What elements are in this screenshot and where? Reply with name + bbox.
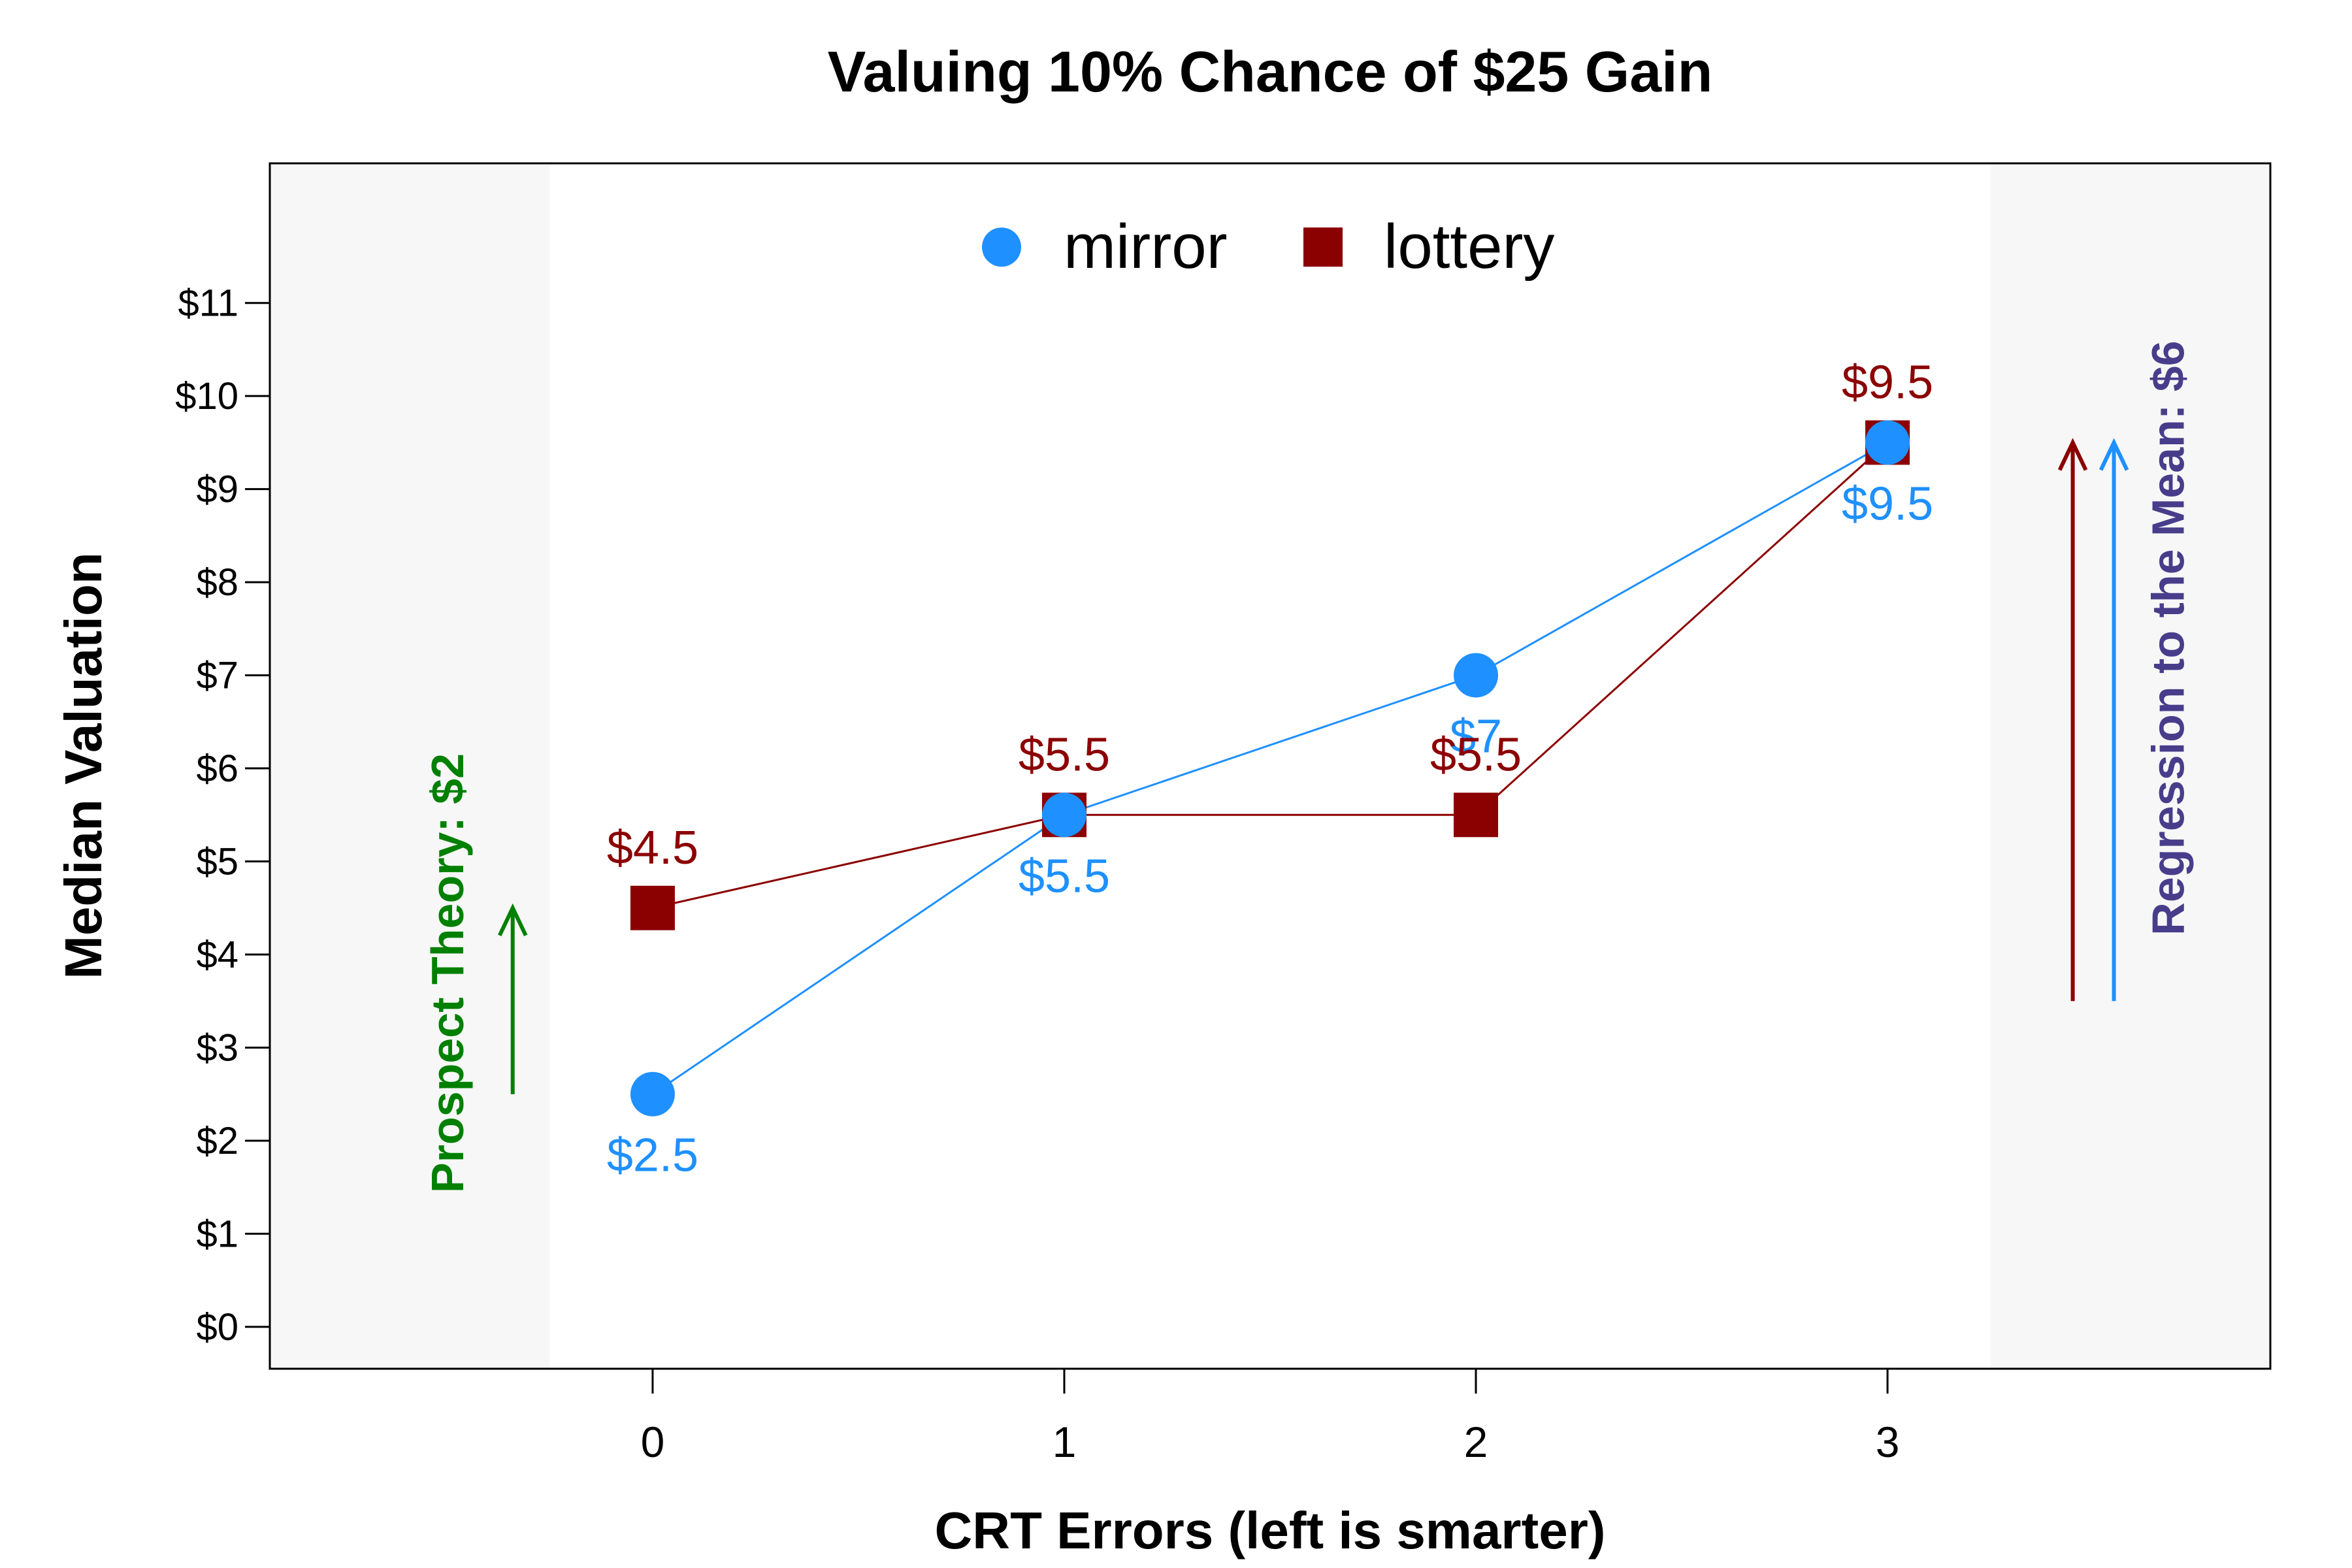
legend-label-lottery: lottery <box>1384 212 1554 282</box>
prospect-theory-arrow-head <box>498 903 528 937</box>
data-label-lottery: $5.5 <box>1430 728 1522 781</box>
data-label-mirror: $9.5 <box>1842 478 1933 530</box>
data-label-lottery: $4.5 <box>607 822 698 874</box>
y-tick-label: $3 <box>196 1026 238 1069</box>
point-lottery <box>630 885 675 930</box>
x-tick-label: 1 <box>1053 1418 1077 1466</box>
point-mirror <box>1454 653 1499 698</box>
regression-label: Regression to the Mean: $6 <box>2142 340 2193 935</box>
y-tick-label: $5 <box>196 841 238 883</box>
legend-marker-mirror <box>982 227 1021 267</box>
point-lottery <box>1454 792 1499 838</box>
point-mirror <box>630 1071 675 1117</box>
x-tick-label: 3 <box>1876 1418 1900 1466</box>
y-tick-label: $4 <box>196 934 238 976</box>
chart-title: Valuing 10% Chance of $25 Gain <box>828 39 1713 104</box>
x-axis-label: CRT Errors (left is smarter) <box>935 1501 1606 1560</box>
regression-arrow-1-head <box>2099 438 2129 471</box>
y-axis-label: Median Valuation <box>54 552 112 979</box>
y-tick-label: $9 <box>196 468 238 511</box>
data-label-mirror: $2.5 <box>607 1130 698 1182</box>
y-tick-label: $6 <box>196 747 238 790</box>
y-tick-label: $10 <box>175 375 238 417</box>
regression-arrow-0-head <box>2057 438 2088 471</box>
data-label-lottery: $9.5 <box>1842 356 1933 408</box>
plot-frame <box>269 162 2272 1370</box>
shaded-region-1 <box>1990 163 2270 1369</box>
y-tick-label: $8 <box>196 561 238 604</box>
shaded-region-0 <box>270 163 550 1369</box>
series-line-lottery <box>652 442 1889 909</box>
legend-marker-lottery <box>1303 227 1343 267</box>
y-tick-label: $2 <box>196 1120 238 1162</box>
y-tick-label: $1 <box>196 1213 238 1255</box>
legend-label-mirror: mirror <box>1064 212 1228 282</box>
series-line-mirror <box>652 442 1888 1095</box>
y-tick-label: $7 <box>196 655 238 697</box>
data-label-lottery: $5.5 <box>1019 728 1110 781</box>
y-tick-label: $0 <box>196 1306 238 1348</box>
y-tick-label: $11 <box>178 282 238 325</box>
point-mirror <box>1865 420 1910 465</box>
x-tick-label: 0 <box>641 1418 665 1466</box>
point-mirror <box>1041 792 1086 838</box>
prospect-theory-label: Prospect Theory: $2 <box>422 753 473 1193</box>
data-label-mirror: $7 <box>1450 711 1502 763</box>
data-label-mirror: $5.5 <box>1019 850 1110 902</box>
x-tick-label: 2 <box>1464 1418 1488 1466</box>
